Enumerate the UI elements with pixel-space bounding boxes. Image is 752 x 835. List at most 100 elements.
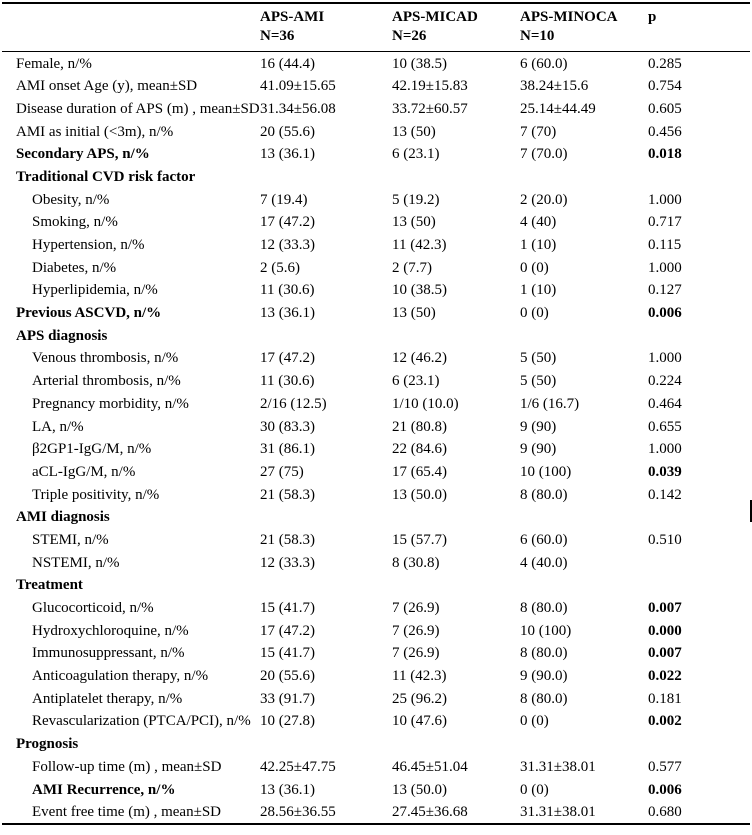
p-value: 0.039 <box>648 463 682 480</box>
p-value: 0.577 <box>648 758 682 775</box>
header-row: APS-AMI N=36 APS-MICAD N=26 APS-MINOCA N… <box>2 3 750 52</box>
table-row: Glucocorticoid, n/% 15 (41.7) 7 (26.9) 8 (8… <box>2 597 750 620</box>
cell-value: 8 (80.0) <box>520 690 568 707</box>
table-row: AMI onset Age (y), mean±SD 41.09±15.65 42.… <box>2 75 750 98</box>
group-n: N=26 <box>392 28 427 44</box>
cell-value: 10 (38.5) <box>392 55 447 72</box>
row-label: Obesity, n/% <box>32 191 110 208</box>
cell-value: 21 (80.8) <box>392 418 447 435</box>
row-label: Traditional CVD risk factor <box>16 168 196 185</box>
cell-value <box>520 506 648 529</box>
row-label: Treatment <box>16 577 83 594</box>
table-row: Venous thrombosis, n/% 17 (47.2) 12 (46.2)… <box>2 347 750 370</box>
cell-value: 15 (41.7) <box>260 600 315 616</box>
group-n: N=36 <box>260 28 295 44</box>
p-value <box>648 551 750 574</box>
row-label: β2GP1-IgG/M, n/% <box>32 441 152 458</box>
cell-value: 7 (26.9) <box>392 645 440 662</box>
cell-value: 7 (26.9) <box>392 600 440 616</box>
cell-value: 30 (83.3) <box>260 418 315 435</box>
cell-value: 13 (50) <box>392 214 436 231</box>
cell-value <box>260 574 392 597</box>
cell-value: 6 (60.0) <box>520 55 568 72</box>
row-label: aCL-IgG/M, n/% <box>32 463 136 480</box>
cell-value: 0 (0) <box>520 305 549 322</box>
cell-value: 21 (58.3) <box>260 486 315 503</box>
table-row: Event free time (m) , mean±SD 28.56±36.55… <box>2 801 750 825</box>
cell-value: 15 (41.7) <box>260 645 315 662</box>
cell-value: 4 (40.0) <box>520 554 568 571</box>
p-value: 0.181 <box>648 690 682 707</box>
table-row: Female, n/% 16 (44.4) 10 (38.5) 6 (60.0) 0.2… <box>2 52 750 75</box>
cell-value: 10 (38.5) <box>392 282 447 299</box>
p-value: 0.224 <box>648 373 682 390</box>
cell-value: 7 (70) <box>520 123 557 140</box>
row-label: AMI as initial (<3m), n/% <box>16 123 174 140</box>
row-label: AMI diagnosis <box>16 509 110 526</box>
cell-value: 2/16 (12.5) <box>260 395 327 412</box>
p-value: 0.007 <box>648 645 682 662</box>
cell-value <box>392 165 520 188</box>
row-label: Follow-up time (m) , mean±SD <box>32 758 222 775</box>
cell-value: 5 (50) <box>520 373 557 390</box>
table-row: Revascularization (PTCA/PCI), n/% 10 (27.… <box>2 710 750 733</box>
cell-value: 21 (58.3) <box>260 531 315 548</box>
cell-value: 13 (50.0) <box>392 781 447 798</box>
p-value: 0.022 <box>648 668 682 685</box>
group-name: APS-MINOCA <box>520 9 618 25</box>
cell-value: 4 (40) <box>520 214 557 231</box>
section-header-row: Traditional CVD risk factor <box>2 165 750 188</box>
row-label: Anticoagulation therapy, n/% <box>32 668 209 685</box>
p-value: 1.000 <box>648 441 682 458</box>
cell-value: 13 (36.1) <box>260 781 315 798</box>
cell-value: 8 (80.0) <box>520 645 568 662</box>
row-label: Hyperlipidemia, n/% <box>32 282 158 299</box>
header-empty-cell <box>2 3 260 52</box>
cell-value: 11 (42.3) <box>392 237 447 253</box>
cell-value: 27.45±36.68 <box>392 804 468 821</box>
cell-value: 1 (10) <box>520 237 557 253</box>
row-label: Pregnancy morbidity, n/% <box>32 395 189 412</box>
cell-value <box>520 733 648 756</box>
cell-value <box>520 165 648 188</box>
row-label: Antiplatelet therapy, n/% <box>32 690 183 707</box>
table-row: STEMI, n/% 21 (58.3) 15 (57.7) 6 (60.0) 0.51… <box>2 528 750 551</box>
cell-value: 41.09±15.65 <box>260 78 336 95</box>
cell-value: 46.45±51.04 <box>392 758 468 775</box>
header-col-p: p <box>648 3 750 52</box>
table-row: LA, n/% 30 (83.3) 21 (80.8) 9 (90) 0.655 <box>2 415 750 438</box>
p-value: 0.007 <box>648 600 682 616</box>
row-label: Disease duration of APS (m) , mean±SD <box>16 100 260 117</box>
row-label: Arterial thrombosis, n/% <box>32 373 181 390</box>
cell-value: 25 (96.2) <box>392 690 447 707</box>
table-row: Previous ASCVD, n/% 13 (36.1) 13 (50) 0 (0)… <box>2 302 750 325</box>
cell-value <box>520 574 648 597</box>
row-label: Venous thrombosis, n/% <box>32 350 179 367</box>
section-header-row: AMI diagnosis <box>2 506 750 529</box>
p-value <box>648 574 750 597</box>
cell-value: 9 (90) <box>520 441 557 458</box>
p-value <box>648 733 750 756</box>
table-row: Antiplatelet therapy, n/% 33 (91.7) 25 (96… <box>2 687 750 710</box>
cell-value: 1 (10) <box>520 282 557 299</box>
group-name: APS-AMI <box>260 9 325 25</box>
row-label: AMI Recurrence, n/% <box>32 781 176 798</box>
cell-value: 33 (91.7) <box>260 690 315 707</box>
cell-value: 2 (20.0) <box>520 191 568 208</box>
table-row: Anticoagulation therapy, n/% 20 (55.6) 11 … <box>2 665 750 688</box>
cell-value <box>260 733 392 756</box>
p-value <box>648 324 750 347</box>
table-row: AMI as initial (<3m), n/% 20 (55.6) 13 (50… <box>2 120 750 143</box>
cell-value: 17 (65.4) <box>392 463 447 480</box>
cell-value: 8 (80.0) <box>520 600 568 616</box>
row-label: AMI onset Age (y), mean±SD <box>16 78 198 95</box>
table-body: Female, n/% 16 (44.4) 10 (38.5) 6 (60.0) 0.2… <box>2 52 750 825</box>
cell-value <box>260 324 392 347</box>
cell-value <box>392 506 520 529</box>
section-header-row: Prognosis <box>2 733 750 756</box>
row-label: LA, n/% <box>32 418 84 435</box>
cell-value: 2 (7.7) <box>392 259 432 276</box>
cell-value: 17 (47.2) <box>260 350 315 367</box>
